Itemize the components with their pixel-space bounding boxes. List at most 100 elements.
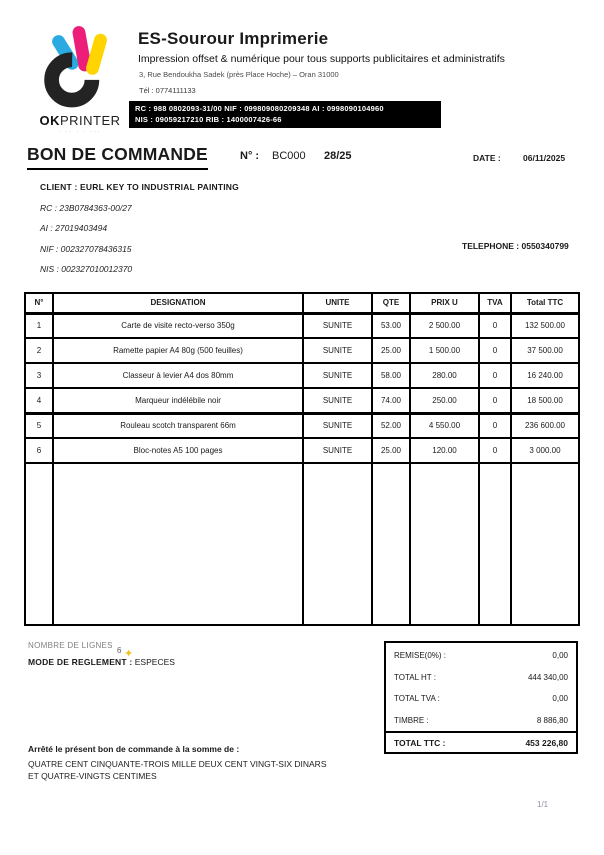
table-cell: Marqueur indélébile noir [52, 387, 304, 415]
total-value: 8 886,80 [536, 715, 568, 725]
table-row: 2 Ramette papier A4 80g (500 feuilles) SUN… [24, 337, 580, 364]
table-cell: 0 [478, 337, 512, 364]
table-cell: 250.00 [409, 387, 480, 415]
table-empty-cell [409, 462, 480, 626]
grand-total-label: TOTAL TTC : [394, 737, 446, 748]
table-cell: 120.00 [409, 437, 480, 464]
table-cell: 280.00 [409, 362, 480, 389]
table-cell: 25.00 [371, 337, 411, 364]
table-cell: 0 [478, 362, 512, 389]
table-cell: 0 [478, 312, 512, 339]
company-tagline: Impression offset & numérique pour tous … [138, 53, 505, 65]
table-empty-cell [24, 462, 54, 626]
table-cell: SUNITE [302, 412, 373, 439]
table-cell: 18 500.00 [510, 387, 580, 415]
table-cell: 4 550.00 [409, 412, 480, 439]
table-header-row: N° DESIGNATION UNITE QTE PRIX U TVA Total TTC [24, 292, 580, 315]
table-cell: 5 [24, 412, 54, 439]
column-header: DESIGNATION [52, 292, 304, 315]
items-table: N° DESIGNATION UNITE QTE PRIX U TVA Total TTC … [24, 292, 580, 626]
table-cell: Classeur à levier A4 dos 80mm [52, 362, 304, 389]
date-label: DATE : [473, 153, 501, 163]
table-cell: 16 240.00 [510, 362, 580, 389]
client-nif: NIF : 002327078436315 [40, 243, 132, 254]
date-value: 06/11/2025 [523, 153, 566, 163]
table-cell: SUNITE [302, 362, 373, 389]
table-cell: 2 [24, 337, 54, 364]
column-header: TVA [478, 292, 512, 315]
table-empty-cell [478, 462, 512, 626]
column-header: QTE [371, 292, 411, 315]
table-cell: 0 [478, 437, 512, 464]
table-cell: 53.00 [371, 312, 411, 339]
table-cell: Carte de visite recto-verso 350g [52, 312, 304, 339]
table-cell: SUNITE [302, 312, 373, 339]
table-cell: 2 500.00 [409, 312, 480, 339]
table-cell: Rouleau scotch transparent 66m [52, 412, 304, 439]
client-nis: NIS : 002327010012370 [40, 264, 133, 274]
order-number-prefix: BC000 [272, 150, 306, 162]
column-header: N° [24, 292, 54, 315]
payment-mode-line: MODE DE REGLEMENT : ESPECES [28, 657, 175, 667]
table-row: 4 Marqueur indélébile noir SUNITE 74.00 250.… [24, 387, 580, 415]
total-row: TOTAL HT : 444 340,00 [386, 667, 576, 689]
payment-mode-label: MODE DE REGLEMENT : [28, 657, 133, 667]
table-filler-row [24, 462, 580, 626]
table-cell: 3 [24, 362, 54, 389]
brand-tagline: · ·· · · ··· [58, 129, 102, 135]
table-empty-cell [371, 462, 411, 626]
column-header: Total TTC [510, 292, 580, 315]
table-cell: 58.00 [371, 362, 411, 389]
table-empty-cell [510, 462, 580, 626]
total-value: 444 340,00 [527, 672, 568, 682]
lines-count-label: NOMBRE DE LIGNES [28, 641, 113, 650]
total-label: TOTAL HT : [394, 672, 436, 682]
table-cell: 52.00 [371, 412, 411, 439]
brand-ok: OK [39, 113, 60, 128]
client-ai: AI : 27019403494 [40, 223, 108, 233]
amount-in-words-line2: ET QUATRE-VINGTS CENTIMES [28, 771, 157, 781]
table-cell: 0 [478, 387, 512, 415]
table-empty-cell [302, 462, 373, 626]
brand-printer: PRINTER [59, 113, 121, 128]
total-label: TIMBRE : [394, 715, 429, 725]
grand-total-row: TOTAL TTC : 453 226,80 [386, 731, 576, 752]
table-cell: 1 500.00 [409, 337, 480, 364]
table-cell: 132 500.00 [510, 312, 580, 339]
grand-total-value: 453 226,80 [525, 737, 568, 748]
page-number: 1/1 [537, 800, 549, 809]
table-empty-cell [52, 462, 304, 626]
lines-count-value: 6 [117, 646, 122, 655]
sparkle-icon: ✦ [124, 648, 134, 660]
total-row: TOTAL TVA : 0,00 [386, 688, 576, 710]
amount-in-words-intro: Arrêté le présent bon de commande à la s… [28, 744, 240, 754]
total-label: REMISE(0%) : [394, 651, 447, 661]
table-cell: 236 600.00 [510, 412, 580, 439]
total-row: REMISE(0%) : 0,00 [386, 645, 576, 667]
table-cell: 3 000.00 [510, 437, 580, 464]
legal-line-1: RC : 988 0802093-31/00 NIF : 09980908020… [135, 104, 384, 113]
table-cell: Ramette papier A4 80g (500 feuilles) [52, 337, 304, 364]
table-cell: SUNITE [302, 337, 373, 364]
column-header: PRIX U [409, 292, 480, 315]
payment-mode-value: ESPECES [134, 657, 175, 667]
table-cell: 1 [24, 312, 54, 339]
company-phone: Tél : 0774111133 [139, 86, 196, 95]
amount-in-words-line1: QUATRE CENT CINQUANTE-TROIS MILLE DEUX C… [28, 759, 327, 769]
column-header: UNITE [302, 292, 373, 315]
client-block: CLIENT : EURL KEY TO INDUSTRIAL PAINTING… [40, 182, 239, 274]
client-name: CLIENT : EURL KEY TO INDUSTRIAL PAINTING [40, 182, 239, 192]
table-cell: SUNITE [302, 387, 373, 415]
totals-box: REMISE(0%) :0,00 TOTAL HT :444 340,00 TOTA… [384, 641, 578, 754]
brand-name: OKPRINTER [30, 113, 130, 128]
company-name: ES-Sourour Imprimerie [138, 29, 329, 48]
table-cell: 74.00 [371, 387, 411, 415]
order-number-value: 28/25 [324, 150, 352, 162]
table-row: 6 Bloc-notes A5 100 pages SUNITE 25.00 120.0… [24, 437, 580, 464]
total-row: TIMBRE : 8 886,80 [386, 710, 576, 732]
table-row: 3 Classeur à levier A4 dos 80mm SUNITE 58.0… [24, 362, 580, 389]
total-value: 0,00 [552, 694, 568, 704]
client-phone: TELEPHONE : 0550340799 [462, 241, 569, 251]
table-cell: 0 [478, 412, 512, 439]
